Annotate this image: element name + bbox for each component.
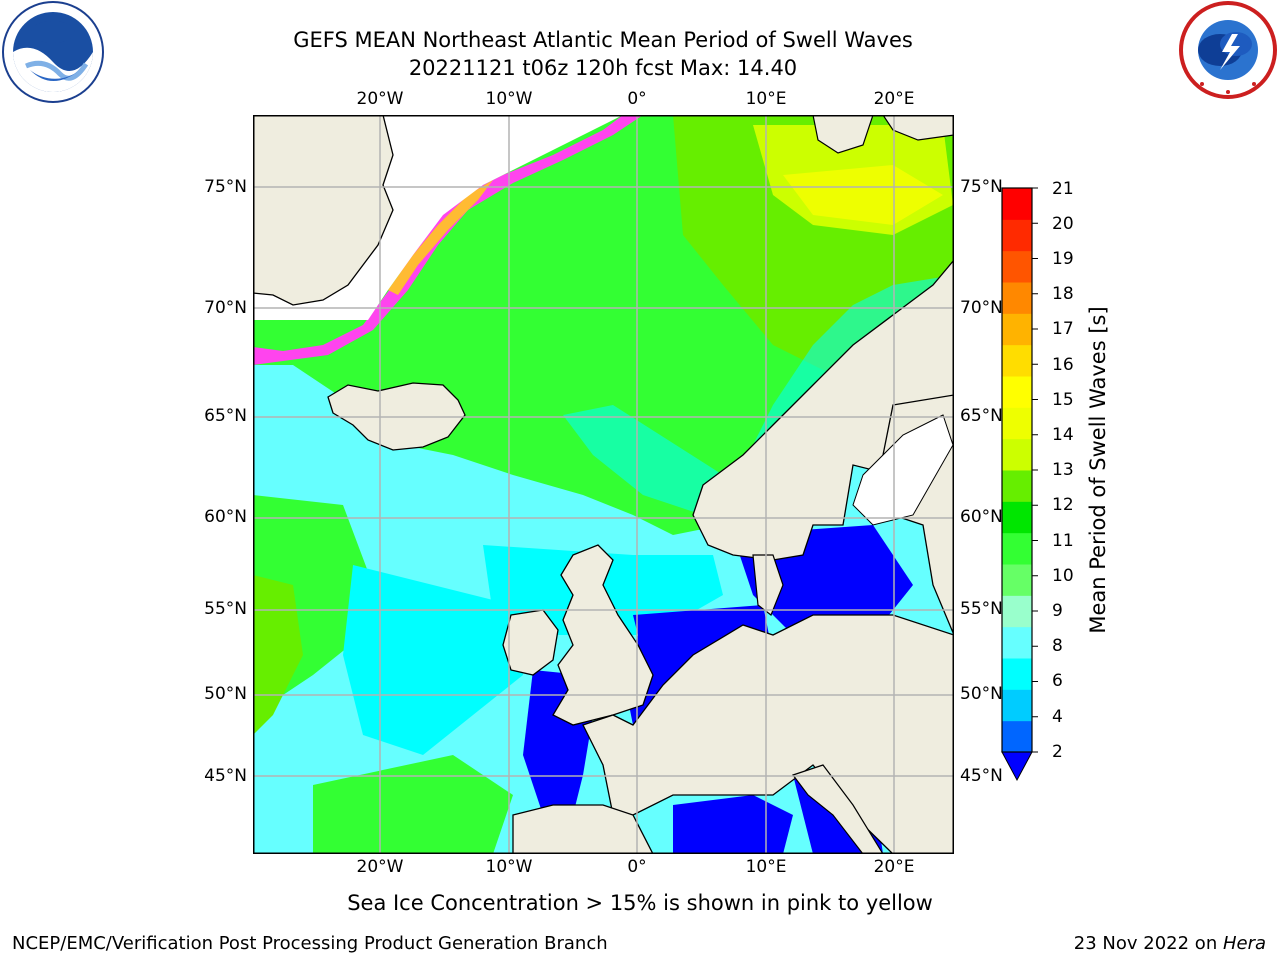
- map-svg: [253, 115, 954, 854]
- lon-label-top-10e: 10°E: [745, 89, 787, 109]
- lat-label-left-50n: 50°N: [204, 684, 247, 704]
- colorbar: [1000, 186, 1042, 786]
- colorbar-tick-17: 17: [1052, 319, 1074, 339]
- lon-label-bottom-10w: 10°W: [485, 857, 533, 877]
- footer-machine: Hera: [1222, 933, 1266, 954]
- colorbar-tick-8: 8: [1052, 636, 1063, 656]
- lon-label-top-0: 0°: [627, 89, 647, 109]
- colorbar-segment: [1002, 720, 1032, 753]
- colorbar-tick-2: 2: [1052, 742, 1063, 762]
- colorbar-segment: [1002, 250, 1032, 283]
- colorbar-tick-6: 6: [1052, 671, 1063, 691]
- lat-label-left-70n: 70°N: [204, 298, 247, 318]
- lon-label-bottom-10e: 10°E: [745, 857, 787, 877]
- colorbar-label: Mean Period of Swell Waves [s]: [1086, 306, 1110, 634]
- lon-label-bottom-0: 0°: [627, 857, 647, 877]
- greenland: [253, 115, 394, 306]
- lat-label-right-75n: 75°N: [960, 177, 1003, 197]
- colorbar-tick-20: 20: [1052, 214, 1074, 234]
- swell-band-14s: [783, 165, 943, 225]
- footer-date-text: 23 Nov 2022 on: [1073, 933, 1223, 954]
- colorbar-segment: [1002, 626, 1032, 659]
- colorbar-tick-16: 16: [1052, 355, 1074, 375]
- colorbar-segment: [1002, 532, 1032, 565]
- colorbar-segment: [1002, 501, 1032, 534]
- gulf-of-bothnia: [852, 414, 954, 526]
- colorbar-segment: [1002, 313, 1032, 346]
- lat-label-left-65n: 65°N: [204, 406, 247, 426]
- italy: [792, 764, 884, 854]
- map-panel: [253, 115, 954, 854]
- footer-date: 23 Nov 2022 on Hera: [1074, 933, 1266, 954]
- colorbar-segment: [1002, 564, 1032, 596]
- colorbar-segment: [1002, 438, 1032, 471]
- colorbar-tick-10: 10: [1052, 566, 1074, 586]
- swell-band-coastal-norway: [563, 275, 954, 515]
- swell-band-6s: [343, 565, 523, 755]
- sea-ice-caption: Sea Ice Concentration > 15% is shown in …: [347, 891, 933, 915]
- lat-label-right-50n: 50°N: [960, 684, 1003, 704]
- iberia: [512, 804, 654, 854]
- lat-label-left-75n: 75°N: [204, 177, 247, 197]
- colorbar-underflow-arrow: [1001, 751, 1033, 782]
- lon-label-top-20w: 20°W: [356, 89, 404, 109]
- colorbar-segment: [1002, 344, 1032, 377]
- lat-label-right-70n: 70°N: [960, 298, 1003, 318]
- lat-label-left-60n: 60°N: [204, 507, 247, 527]
- colorbar-tick-4: 4: [1052, 707, 1063, 727]
- colorbar-tick-15: 15: [1052, 390, 1074, 410]
- low-period-med: [673, 795, 793, 854]
- colorbar-segment: [1002, 595, 1032, 628]
- lat-label-right-45n: 45°N: [960, 766, 1003, 786]
- colorbar-segment: [1002, 188, 1032, 220]
- lon-label-top-10w: 10°W: [485, 89, 533, 109]
- colorbar-segment: [1002, 407, 1032, 440]
- chart-title: GEFS MEAN Northeast Atlantic Mean Period…: [293, 28, 913, 52]
- lon-label-bottom-20w: 20°W: [356, 857, 404, 877]
- colorbar-segment: [1002, 470, 1032, 502]
- colorbar-tick-19: 19: [1052, 249, 1074, 269]
- colorbar-tick-12: 12: [1052, 495, 1074, 515]
- colorbar-svg: [1001, 187, 1038, 782]
- nws-logo: [1176, 0, 1280, 100]
- map-frame: [253, 115, 954, 854]
- denmark: [752, 554, 784, 616]
- sea-ice-yellow: [388, 180, 493, 295]
- lat-label-right-60n: 60°N: [960, 507, 1003, 527]
- colorbar-segment: [1002, 282, 1032, 314]
- colorbar-tick-21: 21: [1052, 179, 1074, 199]
- colorbar-segment: [1002, 219, 1032, 252]
- chart-subtitle: 20221121 t06z 120h fcst Max: 14.40: [408, 56, 798, 80]
- swell-band-south-10s: [313, 755, 513, 854]
- graticule: [253, 115, 954, 854]
- colorbar-segment: [1002, 658, 1032, 690]
- lat-label-right-65n: 65°N: [960, 406, 1003, 426]
- great-britain: [552, 544, 654, 726]
- lon-label-top-20e: 20°E: [873, 89, 915, 109]
- colorbar-tick-13: 13: [1052, 460, 1074, 480]
- lon-label-bottom-20e: 20°E: [873, 857, 915, 877]
- lat-label-left-55n: 55°N: [204, 599, 247, 619]
- colorbar-segment: [1002, 689, 1032, 722]
- colorbar-tick-9: 9: [1052, 601, 1063, 621]
- svalbard: [812, 115, 874, 154]
- colorbar-tick-14: 14: [1052, 425, 1074, 445]
- footer-credit: NCEP/EMC/Verification Post Processing Pr…: [12, 933, 608, 954]
- colorbar-tick-11: 11: [1052, 531, 1074, 551]
- ireland: [502, 609, 559, 676]
- colorbar-tick-18: 18: [1052, 284, 1074, 304]
- noaa-logo: [0, 0, 106, 104]
- lat-label-left-45n: 45°N: [204, 766, 247, 786]
- colorbar-segment: [1002, 376, 1032, 408]
- svalbard-east: [882, 115, 954, 141]
- lat-label-right-55n: 55°N: [960, 599, 1003, 619]
